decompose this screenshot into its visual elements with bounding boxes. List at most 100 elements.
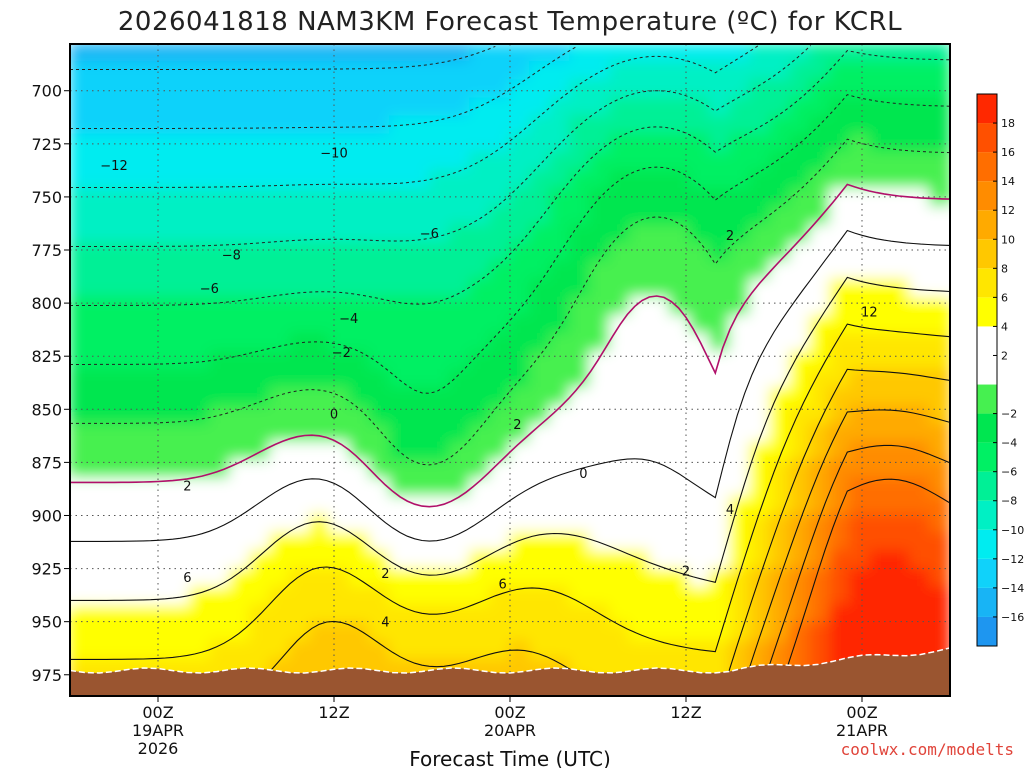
field-cell	[129, 169, 151, 190]
field-cell	[909, 242, 931, 263]
field-cell	[449, 495, 471, 516]
field-cell	[169, 405, 191, 426]
field-cell	[449, 513, 471, 534]
field-cell	[89, 115, 111, 136]
field-cell	[149, 151, 171, 172]
field-cell	[689, 369, 711, 390]
field-cell	[669, 260, 691, 281]
field-cell	[789, 622, 811, 643]
field-cell	[509, 532, 531, 553]
field-cell	[349, 550, 371, 571]
field-cell	[529, 206, 551, 227]
field-cell	[369, 568, 391, 589]
field-cell	[669, 206, 691, 227]
contour-line	[70, 229, 950, 542]
field-cell	[489, 550, 511, 571]
field-cell	[70, 97, 91, 118]
colorbar-swatch	[977, 326, 997, 356]
field-cell	[189, 387, 211, 408]
field-cell	[269, 61, 291, 82]
field-cell	[829, 640, 851, 661]
field-cell	[329, 387, 351, 408]
field-cell	[549, 169, 571, 190]
field-cell	[889, 532, 911, 553]
field-cell	[129, 260, 151, 281]
y-tick-label: 975	[31, 666, 62, 685]
field-cell	[409, 350, 431, 371]
field-cell	[89, 604, 111, 625]
field-cell	[249, 495, 271, 516]
field-cell	[70, 350, 91, 371]
field-cell	[89, 224, 111, 245]
field-cell	[829, 532, 851, 553]
field-cell	[329, 369, 351, 390]
field-cell	[109, 44, 131, 64]
field-cell	[469, 187, 491, 208]
field-cell	[649, 459, 671, 480]
field-cell	[869, 568, 891, 589]
field-cell	[809, 296, 831, 317]
field-cell	[689, 495, 711, 516]
field-cell	[649, 423, 671, 444]
field-cell	[249, 550, 271, 571]
field-cell	[849, 532, 871, 553]
field-cell	[909, 459, 931, 480]
field-cell	[549, 260, 571, 281]
field-cell	[349, 260, 371, 281]
field-cell	[769, 206, 791, 227]
field-cell	[669, 242, 691, 263]
field-cell	[329, 61, 351, 82]
field-cell	[349, 532, 371, 553]
field-cell	[369, 459, 391, 480]
field-cell	[729, 151, 751, 172]
field-cell	[289, 44, 311, 64]
field-cell	[569, 604, 591, 625]
field-cell	[469, 151, 491, 172]
field-cell	[289, 387, 311, 408]
field-cell	[569, 622, 591, 643]
field-cell	[669, 278, 691, 299]
field-cell	[829, 568, 851, 589]
field-cell	[389, 187, 411, 208]
field-cell	[229, 350, 251, 371]
field-cell	[169, 550, 191, 571]
field-cell	[209, 187, 231, 208]
field-cell	[209, 151, 231, 172]
field-cell	[749, 423, 771, 444]
field-cell	[789, 206, 811, 227]
field-cell	[229, 314, 251, 335]
field-cell	[489, 97, 511, 118]
field-cell	[289, 61, 311, 82]
field-cell	[609, 224, 631, 245]
colorbar-swatch	[977, 558, 997, 588]
field-cell	[509, 260, 531, 281]
field-cell	[429, 441, 451, 462]
field-cell	[809, 133, 831, 154]
field-cell	[269, 242, 291, 263]
field-cell	[569, 441, 591, 462]
field-cell	[409, 187, 431, 208]
field-cell	[729, 206, 751, 227]
field-cell	[529, 169, 551, 190]
field-cell	[309, 532, 331, 553]
field-cell	[89, 568, 111, 589]
field-cell	[489, 640, 511, 661]
field-cell	[509, 278, 531, 299]
field-cell	[70, 568, 91, 589]
field-cell	[749, 79, 771, 100]
field-cell	[889, 296, 911, 317]
field-cell	[349, 44, 371, 64]
field-cell	[289, 513, 311, 534]
field-cell	[669, 224, 691, 245]
field-cell	[469, 206, 491, 227]
field-cell	[269, 169, 291, 190]
field-cell	[169, 604, 191, 625]
field-cell	[309, 224, 331, 245]
colorbar-swatch	[977, 210, 997, 240]
field-cell	[309, 495, 331, 516]
field-cell	[489, 369, 511, 390]
field-cell	[709, 495, 731, 516]
field-cell	[649, 495, 671, 516]
field-cell	[729, 441, 751, 462]
field-cell	[829, 604, 851, 625]
